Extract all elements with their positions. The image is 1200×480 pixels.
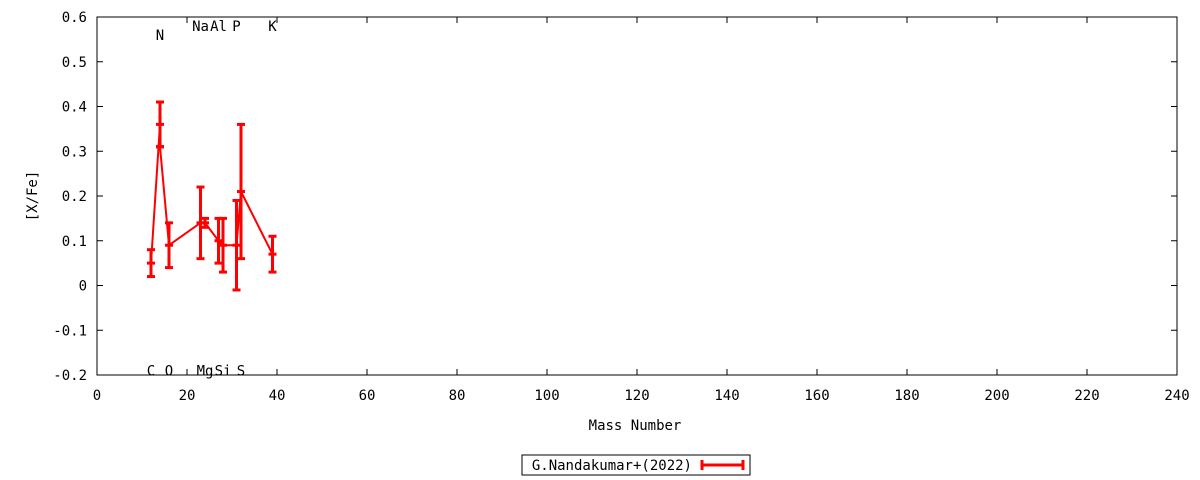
x-tick-label: 240 <box>1164 388 1189 404</box>
y-axis-label: [X/Fe] <box>25 171 41 222</box>
x-tick-label: 140 <box>714 388 739 404</box>
legend: G.Nandakumar+(2022) <box>521 454 751 476</box>
y-tick-label: 0.5 <box>62 55 87 71</box>
x-tick-label: 160 <box>804 388 829 404</box>
data-point <box>147 248 155 279</box>
plot-frame <box>96 16 1178 376</box>
element-label: Na <box>192 19 209 35</box>
x-axis-label: Mass Number <box>589 418 682 434</box>
x-tick-label: 60 <box>359 388 376 404</box>
element-label: Si <box>215 364 232 380</box>
element-label: O <box>165 364 173 380</box>
element-label: P <box>232 19 240 35</box>
x-tick-label: 0 <box>93 388 101 404</box>
data-point <box>165 221 173 270</box>
element-label: Mg <box>197 364 214 380</box>
y-tick-label: 0.1 <box>62 234 87 250</box>
y-tick-label: 0.4 <box>62 100 87 116</box>
data-point <box>237 122 245 261</box>
data-point <box>214 216 223 265</box>
data-point <box>219 216 227 274</box>
y-tick-label: -0.1 <box>53 323 87 339</box>
x-tick-label: 180 <box>894 388 919 404</box>
legend-box <box>521 454 751 476</box>
data-point <box>156 100 164 149</box>
element-label: Al <box>210 19 227 35</box>
y-tick-label: 0.3 <box>62 144 87 160</box>
y-tick-label: 0.2 <box>62 189 87 205</box>
y-tick-label: 0 <box>79 279 87 295</box>
element-label: S <box>237 364 245 380</box>
x-tick-label: 120 <box>624 388 649 404</box>
x-tick-label: 220 <box>1074 388 1099 404</box>
x-tick-label: 100 <box>534 388 559 404</box>
element-label: C <box>147 364 155 380</box>
legend-label: G.Nandakumar+(2022) <box>532 458 692 474</box>
element-label: N <box>156 28 164 44</box>
x-tick-label: 200 <box>984 388 1009 404</box>
y-tick-label: -0.2 <box>53 368 87 384</box>
x-tick-label: 40 <box>269 388 286 404</box>
y-tick-label: 0.6 <box>62 10 87 26</box>
element-label: K <box>268 19 277 35</box>
x-tick-label: 80 <box>449 388 466 404</box>
data-point <box>232 198 241 292</box>
data-point <box>268 234 277 274</box>
data-point <box>201 216 209 229</box>
x-tick-label: 20 <box>179 388 196 404</box>
